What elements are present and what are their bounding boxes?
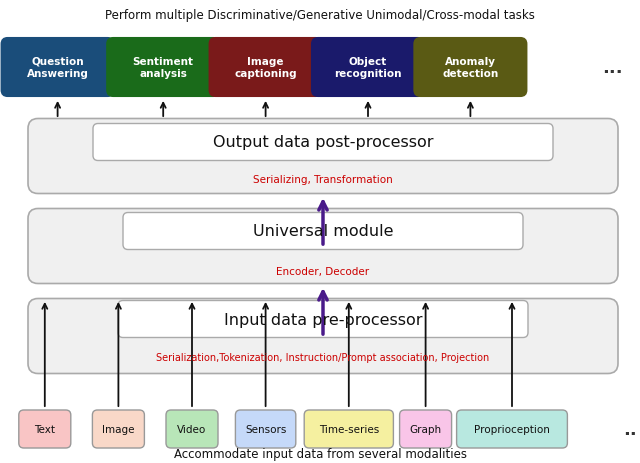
FancyBboxPatch shape (28, 209, 618, 284)
FancyBboxPatch shape (415, 39, 526, 97)
FancyBboxPatch shape (236, 410, 296, 448)
Text: Image
captioning: Image captioning (234, 56, 297, 79)
FancyBboxPatch shape (123, 213, 523, 250)
Text: ..: .. (623, 420, 637, 438)
Text: Input data pre-processor: Input data pre-processor (224, 312, 422, 327)
FancyBboxPatch shape (166, 410, 218, 448)
FancyBboxPatch shape (399, 410, 452, 448)
FancyBboxPatch shape (1, 39, 114, 97)
Text: Output data post-processor: Output data post-processor (212, 135, 433, 150)
Text: Serializing, Transformation: Serializing, Transformation (253, 175, 393, 185)
Text: Encoder, Decoder: Encoder, Decoder (276, 266, 369, 276)
Text: Sentiment
analysis: Sentiment analysis (132, 56, 194, 79)
Text: ...: ... (602, 59, 622, 77)
Text: Object
recognition: Object recognition (334, 56, 402, 79)
Text: Perform multiple Discriminative/Generative Unimodal/Cross-modal tasks: Perform multiple Discriminative/Generati… (105, 9, 535, 22)
Text: Sensors: Sensors (245, 424, 286, 434)
Text: Image: Image (102, 424, 134, 434)
Text: Text: Text (35, 424, 55, 434)
Text: Serialization,Tokenization, Instruction/Prompt association, Projection: Serialization,Tokenization, Instruction/… (156, 352, 490, 362)
FancyBboxPatch shape (209, 39, 321, 97)
Text: Universal module: Universal module (253, 224, 393, 239)
Text: Proprioception: Proprioception (474, 424, 550, 434)
Text: Anomaly
detection: Anomaly detection (442, 56, 499, 79)
FancyBboxPatch shape (456, 410, 568, 448)
Text: Time-series: Time-series (319, 424, 379, 434)
FancyBboxPatch shape (19, 410, 71, 448)
FancyBboxPatch shape (312, 39, 424, 97)
FancyBboxPatch shape (28, 299, 618, 374)
FancyBboxPatch shape (118, 301, 528, 338)
FancyBboxPatch shape (92, 410, 145, 448)
FancyBboxPatch shape (107, 39, 219, 97)
Text: Question
Answering: Question Answering (27, 56, 88, 79)
Text: Video: Video (177, 424, 207, 434)
FancyBboxPatch shape (93, 124, 553, 161)
Text: Graph: Graph (410, 424, 442, 434)
FancyBboxPatch shape (28, 119, 618, 194)
FancyBboxPatch shape (304, 410, 394, 448)
Text: Accommodate input data from several modalities: Accommodate input data from several moda… (173, 448, 467, 461)
